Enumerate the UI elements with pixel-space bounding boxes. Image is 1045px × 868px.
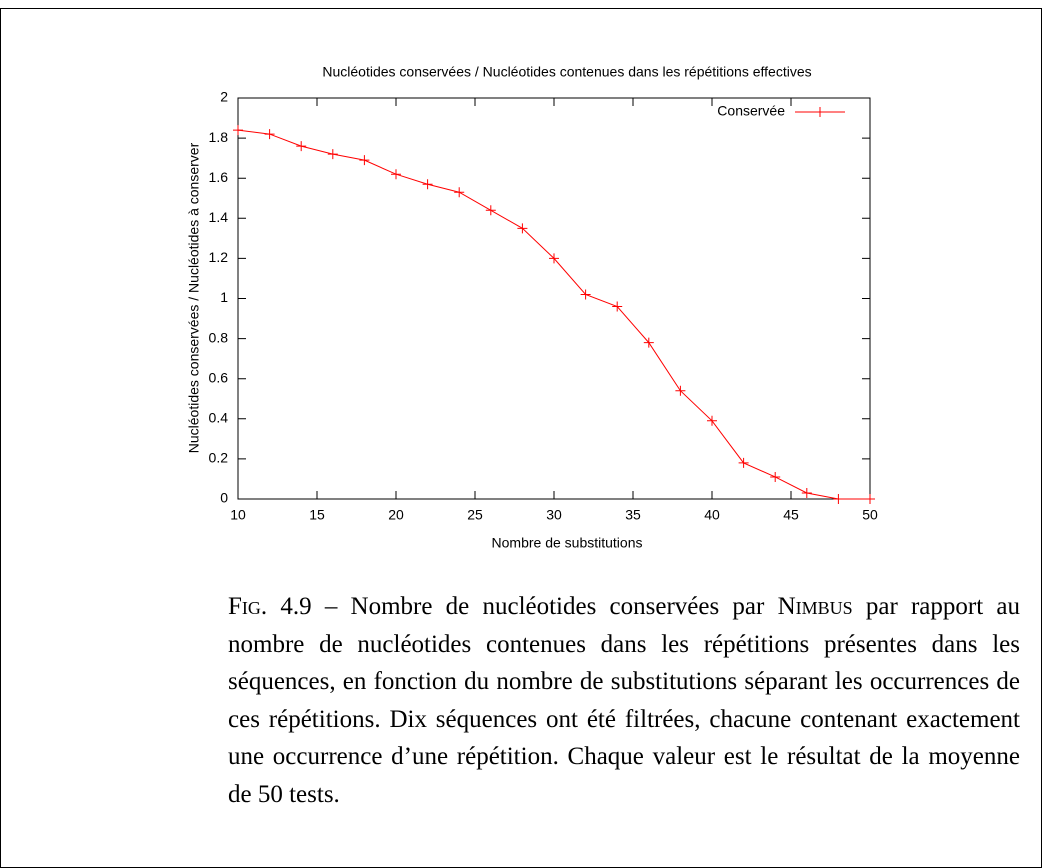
caption-label: Fig. 4.9 bbox=[228, 593, 312, 620]
point-marker bbox=[738, 457, 749, 468]
y-tick-label: 0 bbox=[220, 490, 228, 506]
legend-label: Conservée bbox=[717, 103, 785, 119]
chart-title: Nucléotides conservées / Nucléotides con… bbox=[322, 64, 811, 80]
caption: Fig. 4.9 – Nombre de nucléotides conserv… bbox=[228, 588, 1020, 813]
y-tick-label: 1.4 bbox=[209, 209, 229, 225]
point-marker bbox=[327, 149, 338, 160]
y-axis-label: Nucléotides conservées / Nucléotides à c… bbox=[186, 142, 202, 453]
x-tick-label: 25 bbox=[467, 507, 483, 523]
point-marker bbox=[643, 337, 654, 348]
y-tick-label: 2 bbox=[220, 89, 228, 105]
series-line bbox=[237, 129, 870, 500]
x-tick-label: 10 bbox=[230, 507, 246, 523]
point-marker bbox=[517, 223, 528, 234]
x-tick-label: 15 bbox=[309, 507, 325, 523]
chart: Nucléotides conservées / Nucléotides con… bbox=[186, 64, 878, 551]
point-marker bbox=[422, 179, 433, 190]
point-marker bbox=[801, 487, 812, 498]
point-marker bbox=[612, 301, 623, 312]
point-marker bbox=[833, 494, 844, 504]
point-marker bbox=[264, 129, 275, 140]
caption-text: par rapport au nombre de nucléotides con… bbox=[228, 593, 1020, 808]
point-marker bbox=[233, 125, 243, 136]
point-marker bbox=[770, 471, 781, 482]
point-marker bbox=[296, 141, 307, 152]
point-marker bbox=[359, 155, 370, 166]
x-tick-label: 20 bbox=[388, 507, 404, 523]
x-tick-label: 35 bbox=[625, 507, 641, 523]
y-tick-label: 0.8 bbox=[209, 329, 229, 345]
x-axis-label: Nombre de substitutions bbox=[492, 535, 643, 551]
point-marker bbox=[707, 415, 717, 426]
y-tick-label: 1.6 bbox=[209, 169, 229, 185]
y-tick-label: 1.2 bbox=[209, 249, 229, 265]
caption-text: – Nombre de nucléotides conservées par bbox=[311, 593, 778, 620]
y-tick-label: 0.4 bbox=[209, 410, 229, 426]
point-marker bbox=[865, 494, 875, 504]
y-tick-label: 1.8 bbox=[209, 129, 229, 145]
point-marker bbox=[454, 187, 465, 198]
y-tick-label: 0.2 bbox=[209, 450, 229, 466]
x-tick-label: 30 bbox=[546, 507, 562, 523]
point-marker bbox=[391, 169, 401, 180]
legend-swatch bbox=[795, 107, 845, 117]
point-marker bbox=[675, 385, 686, 396]
x-tick-label: 40 bbox=[704, 507, 720, 523]
point-marker bbox=[580, 289, 591, 300]
x-tick-label: 45 bbox=[783, 507, 799, 523]
y-tick-label: 0.6 bbox=[209, 369, 229, 385]
x-tick-label: 50 bbox=[862, 507, 878, 523]
point-marker bbox=[549, 253, 559, 264]
caption-name: Nimbus bbox=[777, 593, 853, 620]
y-tick-label: 1 bbox=[220, 289, 228, 305]
point-marker bbox=[485, 205, 496, 216]
